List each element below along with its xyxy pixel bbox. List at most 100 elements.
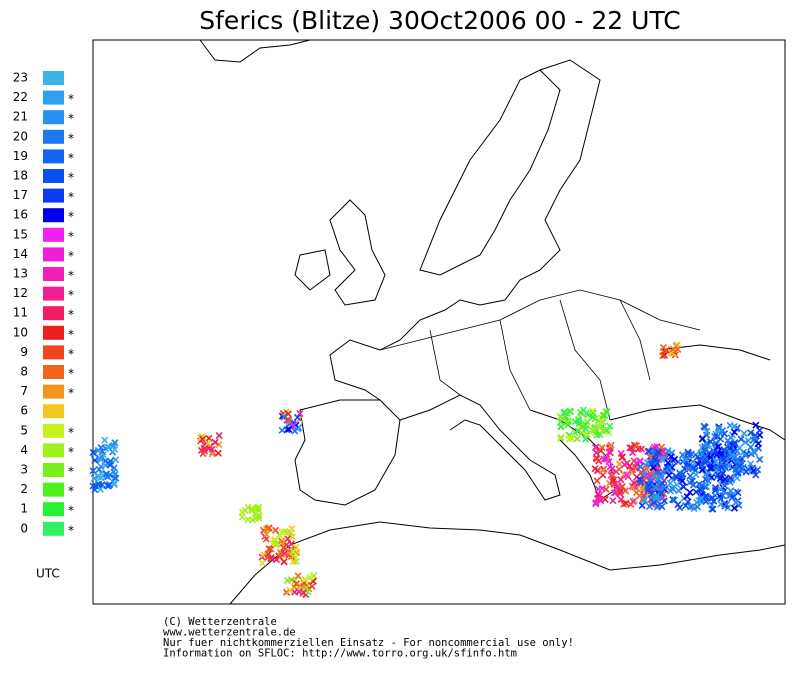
- legend-hour: 7: [20, 384, 28, 398]
- lightning-cross: [695, 497, 703, 505]
- lightning-cross: [665, 471, 673, 479]
- lightning-cross: [630, 479, 638, 487]
- legend-hour: 0: [20, 521, 28, 535]
- lightning-cross: [610, 480, 618, 488]
- footer-line: www.wetterzentrale.de: [163, 627, 296, 639]
- lightning-cross: [597, 497, 605, 505]
- lightning-cross: [557, 423, 565, 431]
- legend-marker: *: [68, 504, 74, 518]
- legend-marker: *: [68, 347, 74, 361]
- lightning-cross: [617, 495, 625, 503]
- lightning-cross: [596, 491, 604, 500]
- legend-swatch: [43, 227, 64, 242]
- coastline: [294, 249, 331, 291]
- lightning-cross: [687, 503, 695, 511]
- lightning-cross: [589, 407, 597, 415]
- lightning-cross: [599, 466, 607, 475]
- lightning-cross: [575, 419, 583, 427]
- lightning-cross: [658, 455, 666, 464]
- lightning-cross: [712, 458, 720, 466]
- lightning-cross: [747, 443, 755, 451]
- lightning-cross: [89, 482, 97, 490]
- lightning-cross: [754, 466, 762, 474]
- legend-hour: 1: [20, 502, 28, 516]
- lightning-cross: [732, 465, 740, 473]
- lightning-cross: [617, 476, 625, 484]
- lightning-cross: [560, 409, 568, 417]
- lightning-cross: [91, 456, 99, 464]
- lightning-cross: [214, 449, 222, 457]
- lightning-cross: [671, 455, 679, 463]
- lightning-cross: [636, 457, 644, 465]
- lightning-cross: [244, 516, 252, 524]
- lightning-cross: [707, 464, 715, 472]
- legend-swatch: [43, 149, 64, 164]
- legend-swatch: [43, 443, 64, 458]
- legend-swatch: [43, 169, 64, 183]
- lightning-cross: [657, 489, 665, 497]
- legend-hour: 21: [13, 110, 28, 124]
- lightning-cross: [693, 503, 702, 511]
- legend-marker: *: [68, 171, 74, 185]
- legend-hour: 17: [13, 188, 28, 202]
- legend-marker: *: [68, 112, 74, 126]
- lightning-cross: [598, 418, 606, 426]
- lightning-cross: [110, 464, 118, 472]
- lightning-cross: [716, 474, 724, 483]
- lightning-cross: [110, 479, 118, 487]
- lightning-cross: [666, 479, 674, 487]
- lightning-cross: [92, 482, 100, 490]
- lightning-cross: [659, 343, 667, 352]
- lightning-cross: [641, 496, 649, 504]
- lightning-cross: [702, 471, 710, 479]
- lightning-cross: [278, 539, 286, 548]
- legend-swatch: [43, 71, 64, 85]
- lightning-cross: [278, 529, 287, 537]
- legend-marker: *: [68, 523, 74, 537]
- lightning-cross: [289, 548, 297, 556]
- legend-marker: *: [68, 445, 74, 459]
- lightning-cross: [605, 448, 613, 456]
- lightning-cross: [571, 429, 579, 437]
- footer-line: Nur fuer nichtkommerziellen Einsatz - Fo…: [163, 637, 574, 649]
- lightning-cross: [700, 422, 708, 430]
- lightning-cross: [609, 497, 617, 505]
- coastline: [329, 59, 601, 401]
- lightning-cross: [592, 500, 600, 508]
- lightning-cross: [692, 471, 700, 479]
- lightning-cross: [734, 469, 742, 477]
- lightning-cross: [754, 440, 762, 448]
- lightning-cross: [583, 432, 591, 440]
- title: Sferics (Blitze) 30Oct2006 00 - 22 UTC: [199, 6, 680, 35]
- coastline: [329, 199, 386, 306]
- lightning-cross: [636, 463, 644, 471]
- lightning-cross: [264, 553, 272, 561]
- lightning-cross: [575, 417, 583, 425]
- lightning-cross: [696, 484, 704, 492]
- footer: (C) Wetterzentralewww.wetterzentrale.deN…: [163, 616, 574, 660]
- lightning-cross: [686, 472, 694, 480]
- legend-hour: 6: [20, 404, 28, 418]
- legend-marker: *: [68, 465, 74, 479]
- lightning-cross: [272, 556, 281, 564]
- lightning-cross: [305, 573, 314, 581]
- legend-marker: *: [68, 386, 74, 400]
- lightning-cross: [643, 459, 652, 467]
- legend-hour: 19: [13, 149, 28, 163]
- coastline: [229, 521, 786, 605]
- lightning-cross: [248, 507, 256, 515]
- lightning-cross: [704, 477, 712, 485]
- legend-swatch: [43, 423, 64, 438]
- lightning-cross: [734, 489, 742, 497]
- legend-swatch: [43, 365, 64, 379]
- lightning-cross: [646, 477, 654, 486]
- lightning-cross: [730, 504, 739, 512]
- lightning-cross: [95, 465, 103, 473]
- lightning-cross: [751, 449, 759, 457]
- lightning-cross: [674, 345, 682, 353]
- coastline: [294, 399, 401, 506]
- lightning-cross: [594, 423, 603, 431]
- lightning-cross: [636, 479, 644, 487]
- lightning-cross: [714, 443, 723, 451]
- lightning-cross: [288, 524, 296, 533]
